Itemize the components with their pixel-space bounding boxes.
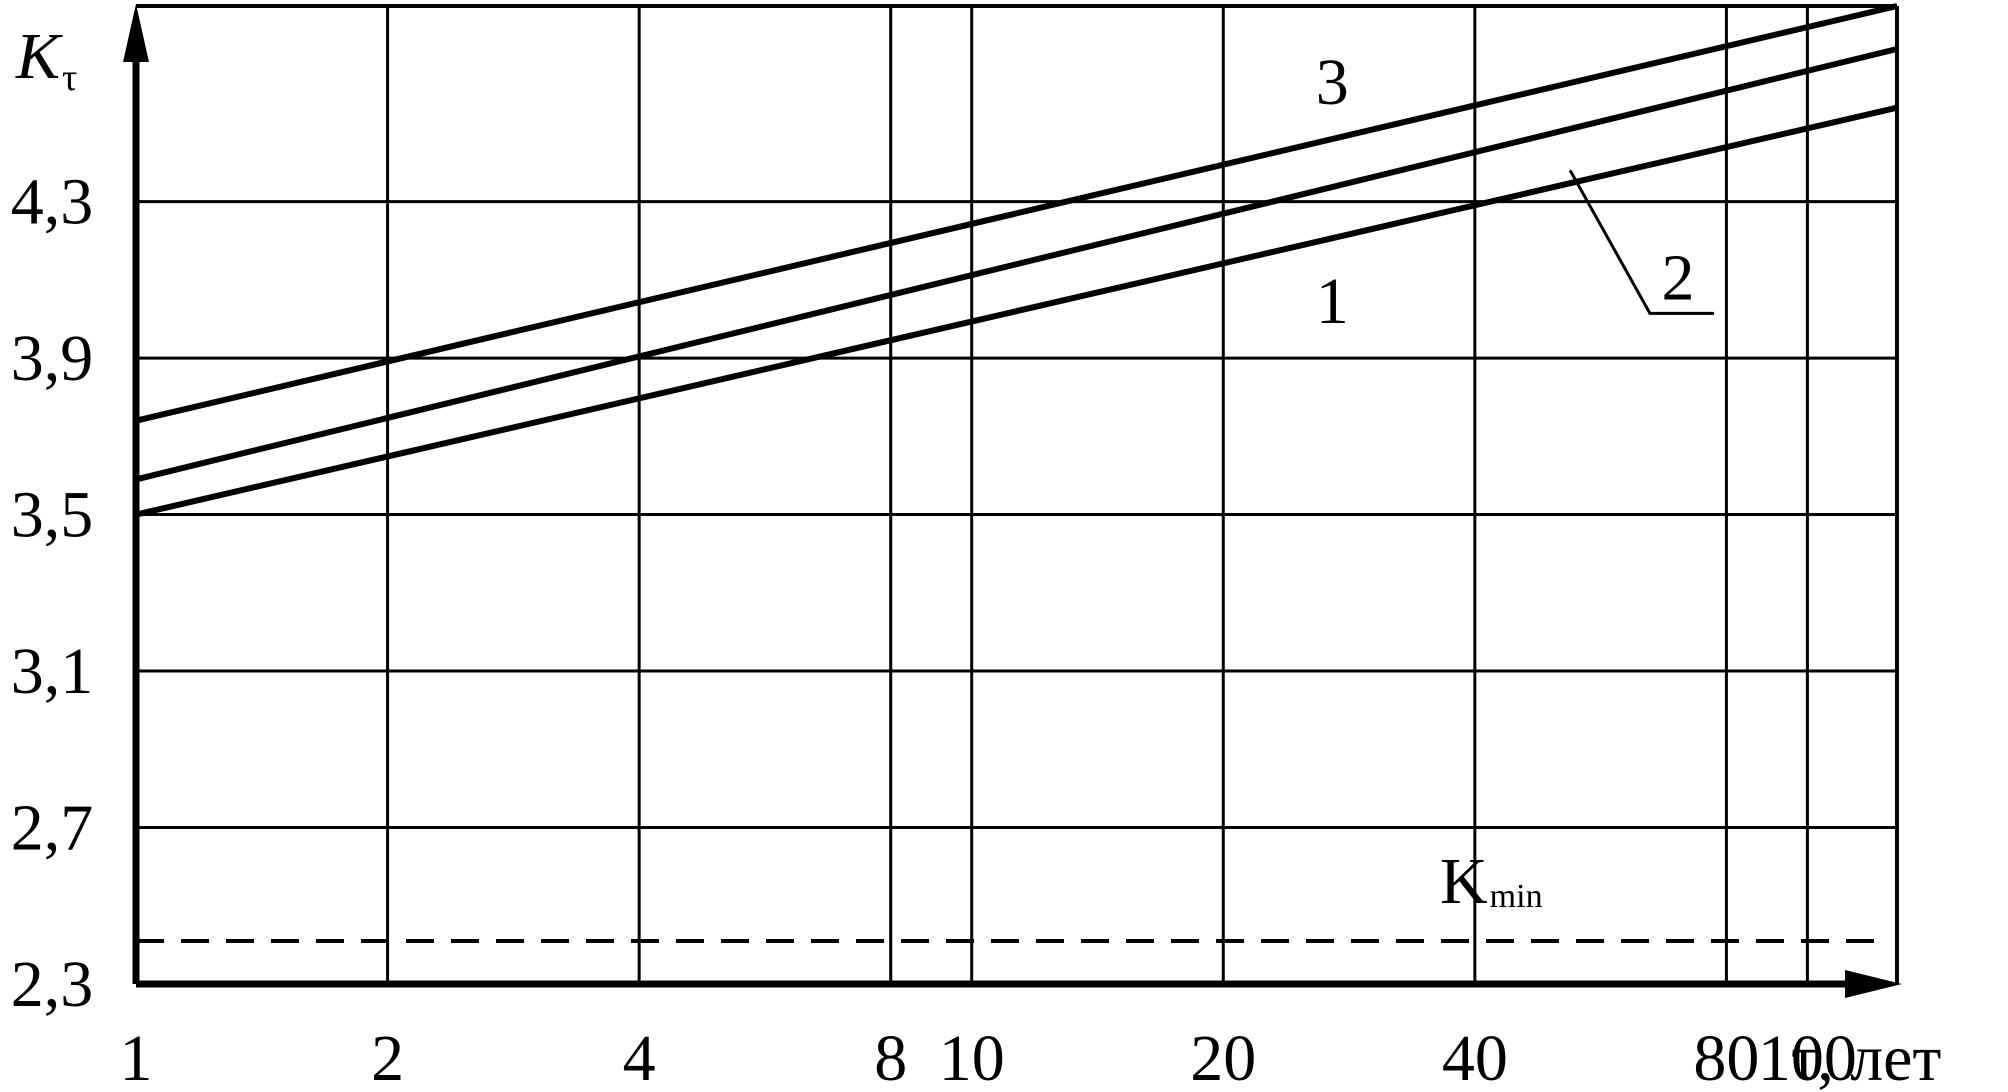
series-label-2: 2: [1661, 241, 1694, 314]
y-axis-arrow: [123, 4, 149, 62]
labels: Kmin 3 1 2 2,3 2,7 3,1 3,5 3,9 4,3 1 2 4 8 10 20 40 80100…: [11, 20, 1942, 1092]
y-tick-label: 2,7: [11, 792, 94, 865]
series-label-1: 1: [1316, 265, 1349, 338]
series-label-3: 3: [1316, 46, 1349, 119]
x-tick-label: 100: [1758, 1022, 1857, 1092]
series-line-1: [135, 104, 1898, 518]
x-tick-label: 8: [874, 1022, 907, 1092]
series-line-3: [135, 3, 1898, 424]
x-tick-label: 20: [1190, 1022, 1256, 1092]
y-tick-label: 2,3: [11, 948, 94, 1021]
axes: [123, 4, 1902, 998]
y-axis-title: Kτ: [15, 20, 77, 99]
x-tick-label: 80: [1693, 1022, 1759, 1092]
series-line-2: [135, 46, 1898, 483]
series-group: [135, 3, 1898, 518]
x-tick-label: 1: [120, 1022, 153, 1092]
grid: [136, 4, 1899, 984]
y-tick-label: 3,5: [11, 479, 94, 552]
x-tick-label: 4: [623, 1022, 656, 1092]
x-axis-title: τ, лет: [1791, 1022, 1942, 1092]
series-leader-2: [1568, 169, 1714, 315]
x-tick-label: 40: [1442, 1022, 1508, 1092]
k-min-label: Kmin: [1440, 845, 1543, 918]
y-tick-label: 3,9: [11, 322, 94, 395]
y-tick-label: 3,1: [11, 635, 94, 708]
x-tick-label: 2: [371, 1022, 404, 1092]
y-tick-label: 4,3: [11, 166, 94, 239]
x-axis-arrow: [1845, 970, 1902, 998]
x-tick-label: 10: [939, 1022, 1005, 1092]
